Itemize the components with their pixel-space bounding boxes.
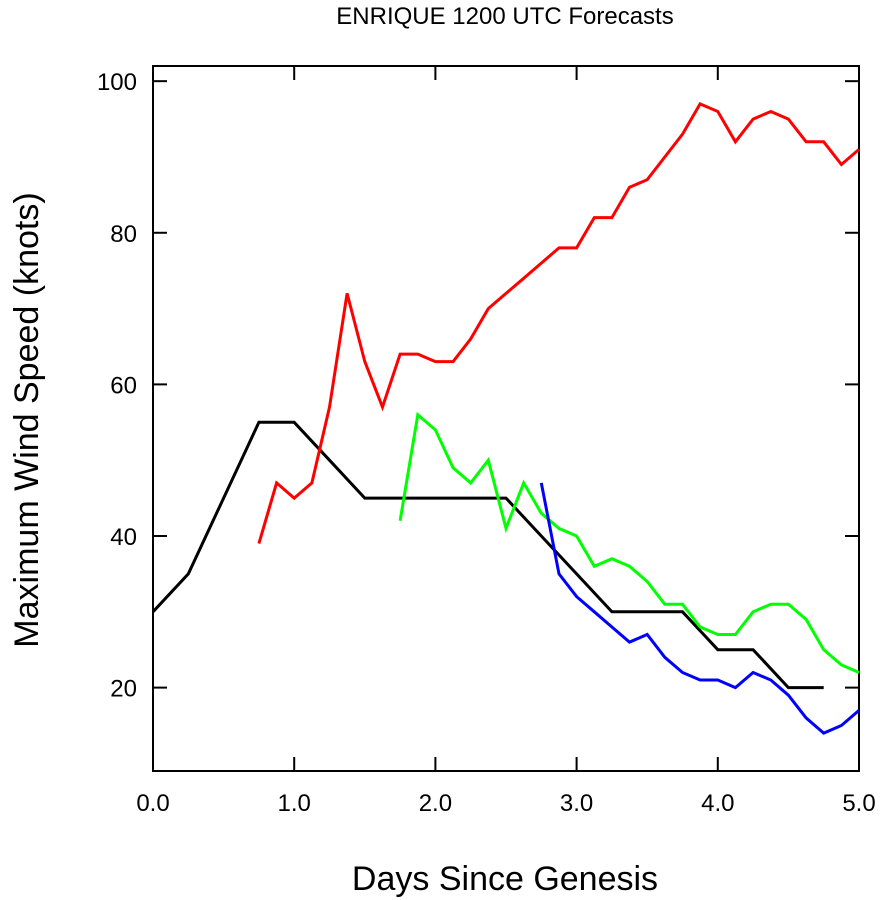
y-tick-label: 100 [97,69,137,96]
y-tick-label: 80 [110,221,137,248]
x-tick-label: 2.0 [419,790,452,817]
x-axis: 0.0 1.0 2.0 3.0 4.0 5.0 [136,66,876,817]
x-tick-label: 3.0 [560,790,593,817]
x-tick-label: 1.0 [278,790,311,817]
x-tick-label: 5.0 [842,790,875,817]
y-axis: 20 40 60 80 100 [97,69,859,703]
chart-title: ENRIQUE 1200 UTC Forecasts [336,3,673,30]
y-tick-label: 20 [110,676,137,703]
x-tick-label: 4.0 [701,790,734,817]
series-line-1 [151,420,824,690]
series-lines [151,101,860,735]
y-axis-label: Maximum Wind Speed (knots) [8,192,46,647]
y-tick-label: 40 [110,524,137,551]
series-line-2 [257,101,860,545]
plot-frame [152,65,860,772]
series-line-3 [398,411,860,674]
x-axis-label: Days Since Genesis [352,860,658,898]
series-line-4 [539,482,860,735]
x-tick-label: 0.0 [136,790,169,817]
y-tick-label: 60 [110,372,137,399]
